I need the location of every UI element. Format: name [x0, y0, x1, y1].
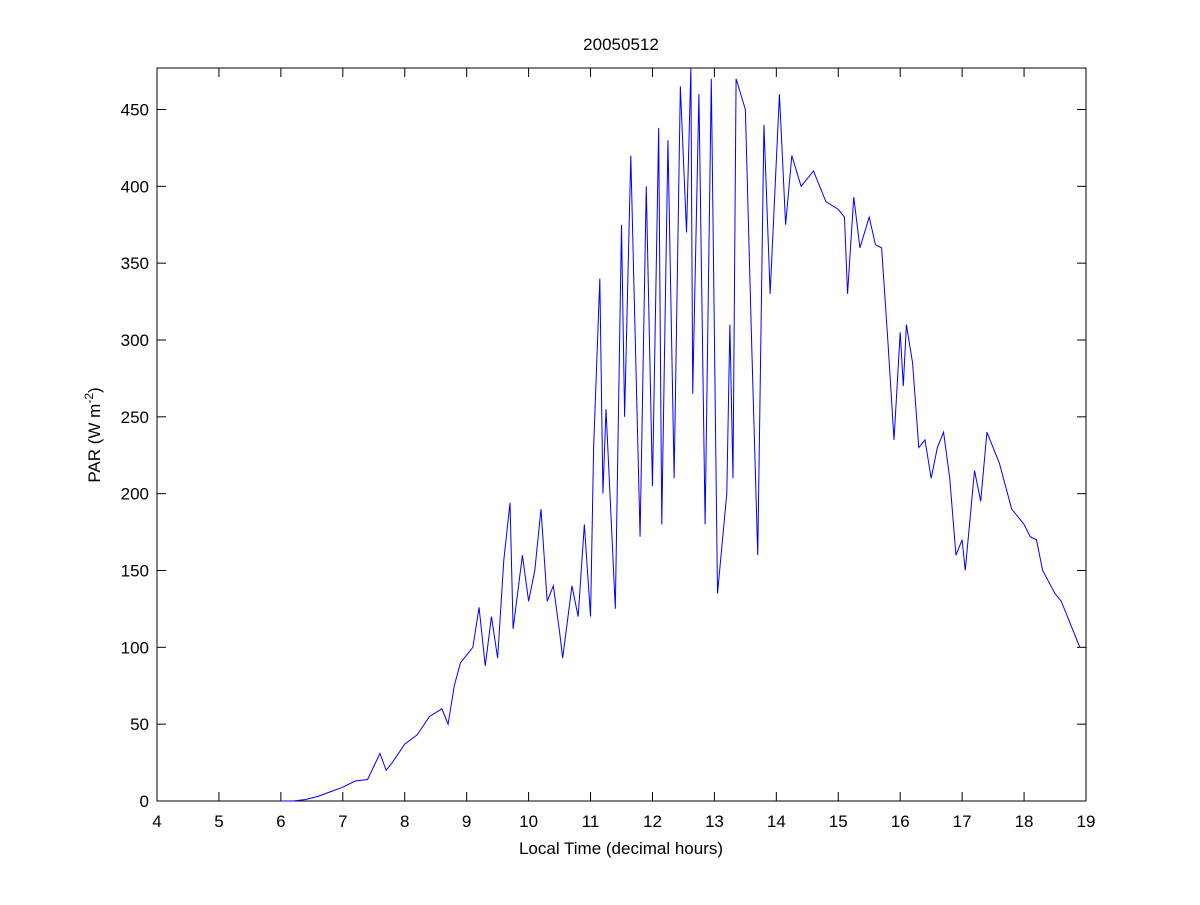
- x-tick-label: 11: [582, 812, 600, 831]
- y-tick-label: 150: [121, 561, 149, 580]
- y-axis-label: PAR (W m-2): [82, 387, 104, 482]
- x-tick-label: 14: [767, 812, 786, 831]
- y-tick-label: 200: [121, 485, 149, 504]
- x-tick-label: 12: [643, 812, 662, 831]
- x-tick-label: 6: [276, 812, 285, 831]
- x-tick-label: 7: [338, 812, 347, 831]
- y-tick-label: 400: [121, 177, 149, 196]
- x-tick-label: 5: [214, 812, 223, 831]
- y-tick-label: 100: [121, 638, 149, 657]
- x-tick-label: 8: [400, 812, 409, 831]
- x-tick-label: 9: [462, 812, 471, 831]
- x-tick-label: 13: [705, 812, 724, 831]
- y-axis-label-sup: -2: [82, 393, 96, 404]
- x-tick-label: 17: [953, 812, 972, 831]
- y-tick-label: 300: [121, 331, 149, 350]
- x-tick-label: 16: [891, 812, 910, 831]
- y-axis-label-main: PAR (W m: [85, 404, 104, 483]
- y-tick-label: 0: [140, 792, 149, 811]
- data-line: [280, 67, 1081, 802]
- x-tick-label: 18: [1015, 812, 1034, 831]
- plot-area: [156, 67, 1087, 802]
- y-tick-label: 250: [121, 408, 149, 427]
- y-axis-label-end: ): [85, 387, 104, 393]
- chart-title: 20050512: [583, 35, 659, 54]
- x-tick-label: 4: [152, 812, 161, 831]
- y-tick-label: 450: [121, 100, 149, 119]
- x-tick-label: 10: [519, 812, 538, 831]
- y-tick-label: 50: [130, 715, 149, 734]
- x-axis-label: Local Time (decimal hours): [519, 839, 723, 858]
- x-tick-label: 19: [1077, 812, 1096, 831]
- y-tick-label: 350: [121, 254, 149, 273]
- x-tick-label: 15: [829, 812, 848, 831]
